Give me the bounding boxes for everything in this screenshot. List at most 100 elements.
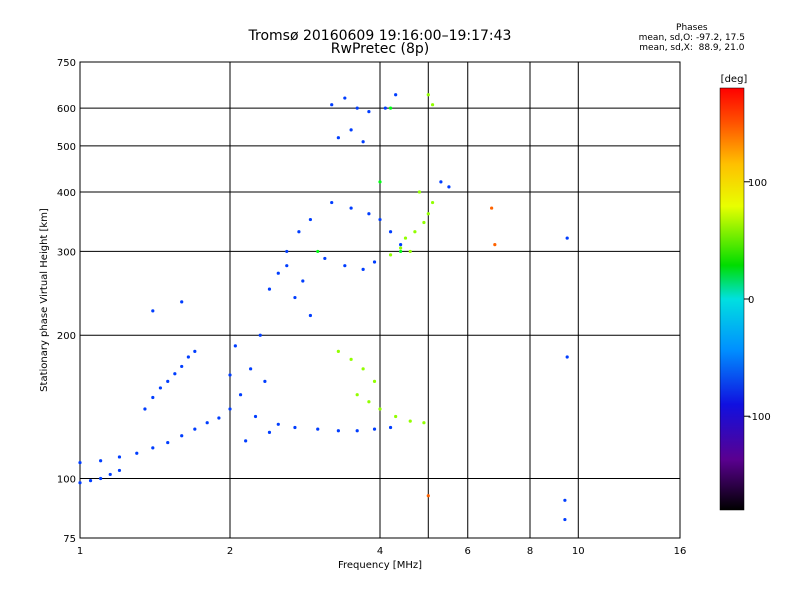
data-point [166, 379, 170, 383]
data-point [426, 494, 430, 498]
data-point [426, 93, 430, 97]
data-point [253, 414, 258, 419]
data-point [78, 481, 82, 485]
data-point [158, 386, 163, 390]
y-tick-label: 300 [57, 247, 76, 258]
x-tick-label: 16 [674, 546, 687, 557]
data-point [493, 243, 497, 247]
data-point [285, 249, 289, 254]
data-point [151, 446, 155, 450]
y-tick-label: 200 [57, 331, 76, 342]
colorbar-tick-label: 100 [748, 178, 767, 189]
y-tick-label: 750 [57, 58, 76, 69]
colorbar [719, 87, 745, 511]
data-point [361, 140, 365, 144]
data-point [355, 393, 359, 397]
data-point [233, 344, 237, 348]
data-point [430, 103, 435, 107]
data-point [336, 136, 340, 140]
data-point [293, 425, 297, 430]
data-point [143, 407, 147, 411]
data-point [78, 461, 82, 465]
y-tick-label: 75 [63, 534, 76, 545]
data-point [108, 472, 112, 477]
x-tick-label: 4 [377, 546, 383, 557]
data-point [238, 393, 243, 397]
data-point [388, 230, 393, 234]
data-point [426, 212, 430, 216]
data-point [117, 468, 122, 473]
data-point [343, 96, 347, 100]
data-point [205, 421, 209, 425]
data-point [565, 236, 569, 240]
data-point [249, 367, 253, 371]
data-point [413, 230, 417, 234]
data-point [301, 279, 305, 283]
data-point [403, 236, 408, 240]
data-point [349, 206, 353, 210]
data-point [267, 430, 272, 434]
data-point [439, 180, 443, 184]
data-point [399, 249, 403, 254]
data-point [180, 300, 184, 304]
x-tick-label: 6 [465, 546, 471, 557]
phase-stats-o: mean, sd,O: -97.2, 17.5 [638, 33, 745, 43]
data-point [372, 379, 377, 383]
y-axis-label: Stationary phase Virtual Height [km] [39, 208, 50, 392]
grid-lines [80, 62, 680, 538]
data-point [399, 243, 403, 247]
data-point [447, 185, 451, 189]
x-tick-label: 2 [227, 546, 233, 557]
data-point [355, 429, 359, 433]
data-point [217, 416, 221, 420]
axis-ticks: 1 2 4 6 8 10 16 75 100 200 300 400 500 600 750 [57, 58, 686, 557]
data-point [228, 407, 232, 411]
data-point [422, 220, 426, 225]
data-point [297, 230, 301, 234]
data-point [323, 256, 327, 261]
data-point [228, 373, 232, 377]
phase-stats-title: Phases [676, 23, 708, 33]
data-point [349, 128, 353, 132]
data-point [349, 357, 353, 361]
data-point [355, 106, 359, 110]
data-point [276, 271, 280, 275]
data-point [367, 400, 371, 404]
data-point [422, 421, 426, 425]
data-point [173, 372, 177, 376]
data-point [180, 364, 184, 369]
data-point [563, 517, 567, 522]
x-tick-label: 10 [572, 546, 585, 557]
data-point [367, 110, 371, 114]
phase-stats-x: mean, sd,X: 88.9, 21.0 [639, 43, 745, 53]
y-tick-label: 600 [57, 104, 76, 115]
data-point [388, 253, 393, 257]
data-point [99, 459, 103, 463]
data-point [336, 349, 340, 353]
data-point [430, 200, 435, 205]
data-point [186, 355, 190, 359]
data-point [151, 395, 155, 400]
data-point [166, 440, 170, 445]
y-tick-label: 100 [57, 475, 76, 486]
x-tick-label: 8 [527, 546, 533, 557]
data-point [308, 217, 313, 222]
data-point [565, 355, 569, 359]
data-point [378, 180, 382, 184]
data-point [367, 212, 371, 216]
x-tick-label: 1 [77, 546, 83, 557]
data-point [151, 309, 155, 313]
data-point [361, 367, 365, 371]
data-point [408, 419, 412, 423]
colorbar-ticks: 100 0 -100 [744, 178, 771, 423]
x-axis-label: Frequency [MHz] [338, 560, 422, 571]
data-point [378, 407, 382, 411]
data-point [308, 313, 313, 318]
colorbar-unit: [deg] [721, 74, 748, 85]
data-point [135, 451, 139, 455]
data-point [490, 206, 494, 210]
data-point [330, 200, 334, 205]
data-point [563, 498, 567, 502]
data-point [361, 267, 365, 272]
data-point [408, 249, 412, 254]
